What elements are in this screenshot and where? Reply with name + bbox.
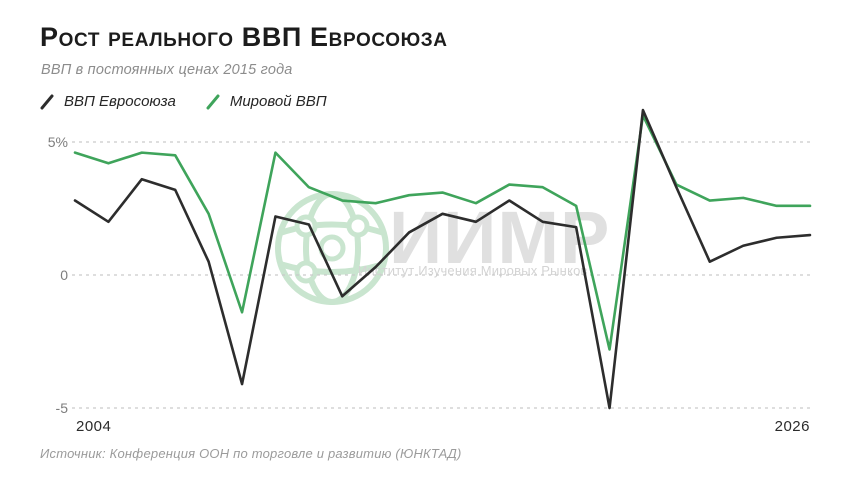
series-line-eu — [73, 114, 812, 351]
legend-swatch-icon — [40, 94, 54, 109]
x-tick-label-2026: 2026 — [774, 418, 810, 435]
page-title: Рост реального ВВП Евросоюза — [40, 22, 448, 52]
chart-legend: ВВП Евросоюза Мировой ВВП — [40, 93, 327, 110]
legend-item-world: Мировой ВВП — [206, 93, 327, 110]
y-tick-label-0: 0 — [60, 267, 68, 283]
x-tick-label-2004: 2004 — [76, 418, 112, 435]
legend-label-eu: ВВП Евросоюза — [64, 93, 176, 110]
page-subtitle: ВВП в постоянных ценах 2015 года — [41, 62, 293, 78]
y-tick-label-5: 5% — [47, 134, 68, 150]
series-line-world — [73, 108, 812, 410]
legend-label-world: Мировой ВВП — [229, 93, 327, 110]
source-note: Источник: Конференция ООН по торговле и … — [40, 446, 462, 461]
y-tick-label-neg5: -5 — [55, 400, 68, 416]
legend-swatch-icon — [206, 94, 220, 109]
legend-item-eu: ВВП Евросоюза — [40, 93, 176, 110]
